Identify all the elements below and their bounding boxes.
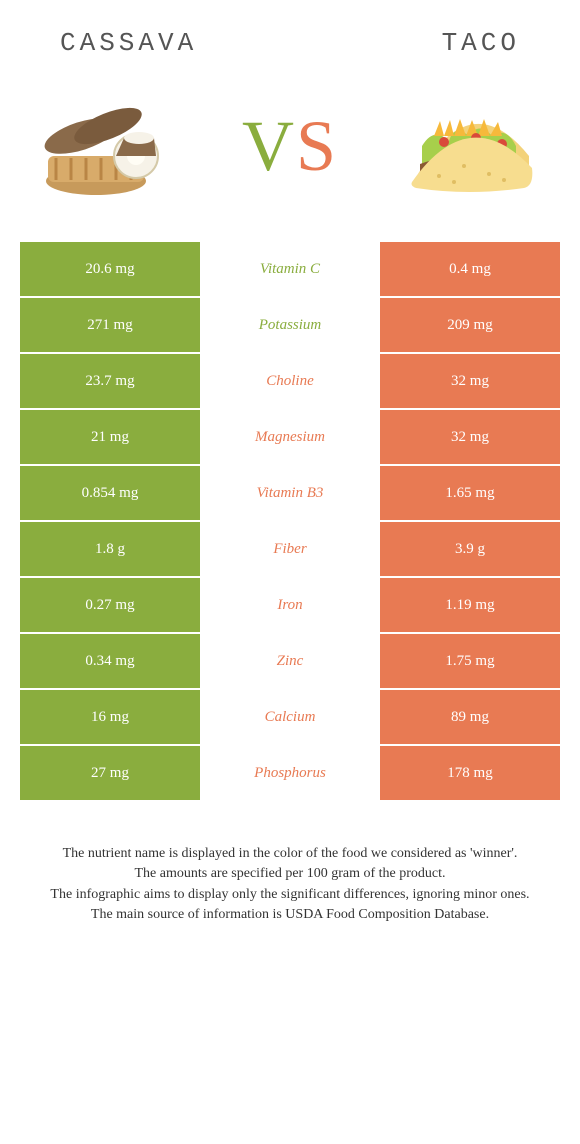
food-right-title: Taco (442, 28, 520, 58)
vs-label: VS (242, 105, 338, 188)
vs-s: S (296, 106, 338, 186)
value-right: 1.65 mg (380, 466, 560, 520)
footnote: The nutrient name is displayed in the co… (0, 802, 580, 925)
nutrient-row: 23.7 mgCholine32 mg (20, 354, 560, 410)
footnote-line: The main source of information is USDA F… (28, 905, 552, 925)
value-left: 20.6 mg (20, 242, 200, 296)
value-left: 0.34 mg (20, 634, 200, 688)
nutrient-table: 20.6 mgVitamin C0.4 mg271 mgPotassium209… (0, 230, 580, 802)
value-left: 0.854 mg (20, 466, 200, 520)
nutrient-row: 16 mgCalcium89 mg (20, 690, 560, 746)
value-left: 271 mg (20, 298, 200, 352)
value-left: 27 mg (20, 746, 200, 800)
value-right: 209 mg (380, 298, 560, 352)
value-left: 23.7 mg (20, 354, 200, 408)
footnote-line: The nutrient name is displayed in the co… (28, 844, 552, 864)
nutrient-label: Choline (200, 354, 380, 408)
cassava-image (36, 86, 186, 206)
vs-v: V (242, 106, 296, 186)
value-right: 32 mg (380, 410, 560, 464)
value-right: 3.9 g (380, 522, 560, 576)
nutrient-row: 1.8 gFiber3.9 g (20, 522, 560, 578)
nutrient-row: 271 mgPotassium209 mg (20, 298, 560, 354)
nutrient-row: 27 mgPhosphorus178 mg (20, 746, 560, 802)
nutrient-row: 0.34 mgZinc1.75 mg (20, 634, 560, 690)
footnote-line: The infographic aims to display only the… (28, 885, 552, 905)
nutrient-label: Calcium (200, 690, 380, 744)
value-right: 1.19 mg (380, 578, 560, 632)
footnote-line: The amounts are specified per 100 gram o… (28, 864, 552, 884)
value-left: 21 mg (20, 410, 200, 464)
nutrient-row: 0.27 mgIron1.19 mg (20, 578, 560, 634)
value-left: 16 mg (20, 690, 200, 744)
nutrient-label: Vitamin C (200, 242, 380, 296)
nutrient-row: 0.854 mgVitamin B31.65 mg (20, 466, 560, 522)
nutrient-label: Vitamin B3 (200, 466, 380, 520)
nutrient-row: 21 mgMagnesium32 mg (20, 410, 560, 466)
header-row: Cassava Taco (0, 0, 580, 76)
value-left: 1.8 g (20, 522, 200, 576)
images-row: VS (0, 76, 580, 230)
food-left-title: Cassava (60, 28, 197, 58)
nutrient-label: Zinc (200, 634, 380, 688)
nutrient-label: Iron (200, 578, 380, 632)
value-right: 1.75 mg (380, 634, 560, 688)
nutrient-label: Fiber (200, 522, 380, 576)
nutrient-row: 20.6 mgVitamin C0.4 mg (20, 242, 560, 298)
nutrient-label: Magnesium (200, 410, 380, 464)
nutrient-label: Phosphorus (200, 746, 380, 800)
taco-image (394, 86, 544, 206)
value-right: 178 mg (380, 746, 560, 800)
nutrient-label: Potassium (200, 298, 380, 352)
value-right: 32 mg (380, 354, 560, 408)
value-left: 0.27 mg (20, 578, 200, 632)
value-right: 0.4 mg (380, 242, 560, 296)
value-right: 89 mg (380, 690, 560, 744)
